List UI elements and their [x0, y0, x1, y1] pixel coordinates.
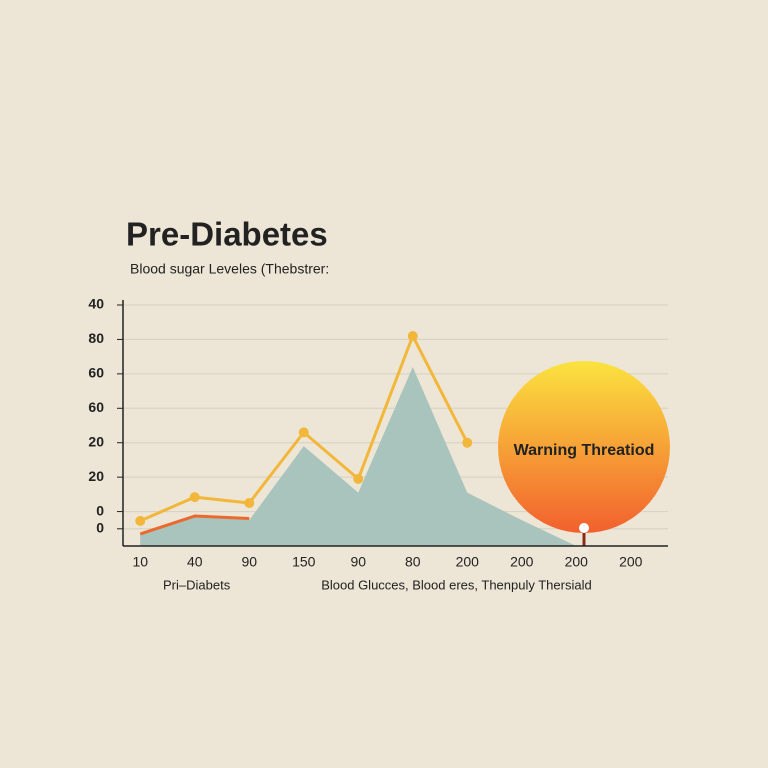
point [298, 427, 309, 438]
y-tick-label: 0 [96, 519, 104, 535]
point [189, 492, 200, 503]
y-tick-label: 40 [88, 296, 104, 312]
x-tick-label: 90 [350, 554, 366, 570]
x-tick-label: 90 [241, 554, 257, 570]
y-tick-label: 0 [96, 502, 104, 518]
x-tick-label: 200 [510, 554, 534, 570]
area [140, 366, 577, 546]
legend-label: Blood Glucces, Blood eres, Thenpuly Ther… [321, 577, 592, 592]
legend-label: Pri–Diabets [163, 577, 231, 592]
y-tick-label: 20 [88, 433, 104, 449]
point [407, 330, 418, 341]
point [244, 497, 255, 508]
warning-dot [579, 523, 589, 533]
warning-circle [498, 361, 670, 533]
x-tick-label: 200 [565, 554, 589, 570]
x-tick-label: 10 [132, 554, 148, 570]
line [139, 514, 250, 536]
point [353, 473, 364, 484]
x-tick-label: 200 [619, 554, 643, 570]
x-tick-label: 40 [187, 554, 203, 570]
x-tick-label: 150 [292, 554, 316, 570]
y-tick-label: 80 [88, 330, 104, 346]
y-tick-label: 20 [88, 468, 104, 484]
x-tick-label: 200 [456, 554, 480, 570]
chart-subtitle: Blood sugar Leveles (Thebstrer: [130, 261, 329, 277]
point [462, 437, 473, 448]
y-tick-label: 60 [88, 365, 104, 381]
chart-title: Pre-Diabetes [126, 216, 328, 253]
y-tick-label: 60 [88, 399, 104, 415]
point [135, 515, 146, 526]
x-tick-label: 80 [405, 554, 421, 570]
annotation: Warning Threatiod [514, 442, 655, 459]
